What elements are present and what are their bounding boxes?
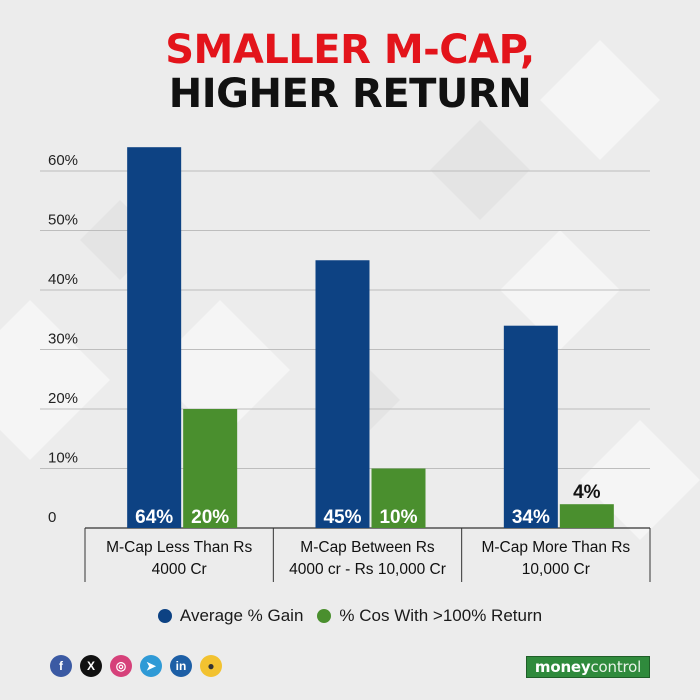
bar [183,409,238,528]
bar-value-label: 34% [512,507,550,528]
y-tick-label: 40% [48,271,78,288]
legend-swatch-cos-return [317,609,332,623]
brand-part-1: money [534,658,591,676]
bar [559,504,614,528]
x-category-label: 4000 Cr [152,561,207,578]
bar [371,468,426,528]
y-tick-label: 0 [48,509,56,526]
legend-label-average-gain: Average % Gain [179,606,304,625]
legend-swatch-average-gain [157,609,172,623]
linkedin-icon[interactable]: in [170,655,192,677]
x-category-label: M-Cap More Than Rs [481,539,630,556]
telegram-icon[interactable]: ➤ [140,655,162,677]
x-icon[interactable]: X [80,655,102,677]
x-category-label: M-Cap Less Than Rs [106,539,252,556]
facebook-icon[interactable]: f [50,655,72,677]
legend-item-average-gain: Average % Gain [157,606,304,626]
moneycontrol-logo: money control [526,656,650,678]
bar-value-label: 45% [323,507,361,528]
y-tick-label: 60% [48,152,78,169]
bar-chart: 0 10% 20% 30% 40% 50% 60% 64% 20% M-Cap Less Than… [40,147,651,582]
x-category-label: M-Cap Between Rs [300,539,435,556]
bar-value-label: 20% [191,507,229,528]
brand-part-2: control [590,658,642,676]
bar-value-label: 64% [135,507,173,528]
koo-icon[interactable]: ● [200,655,222,677]
bar-value-label: 10% [379,507,417,528]
y-tick-label: 50% [48,212,78,229]
social-icons: f X ◎ ➤ in ● [50,655,222,677]
y-tick-label: 20% [48,390,78,407]
instagram-icon[interactable]: ◎ [110,655,132,677]
legend-item-cos-return: % Cos With >100% Return [317,606,542,626]
legend-label-cos-return: % Cos With >100% Return [339,606,543,625]
bar [127,147,182,528]
y-tick-label: 30% [48,331,78,348]
bar-value-label: 4% [573,482,601,503]
y-tick-label: 10% [48,450,78,467]
bar [503,325,558,528]
x-category-label: 10,000 Cr [522,561,590,578]
chart-title-line-1: SMALLER M-CAP, [165,27,535,73]
x-category-label: 4000 cr - Rs 10,000 Cr [289,561,446,578]
bar [315,260,370,528]
chart-title-line-2: HIGHER RETURN [168,71,532,117]
chart-legend: Average % Gain % Cos With >100% Return [0,606,700,626]
